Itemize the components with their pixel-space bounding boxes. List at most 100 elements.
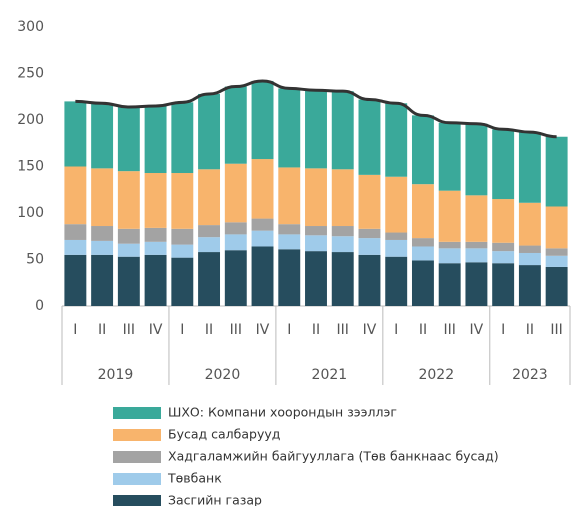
bar-segment	[305, 226, 327, 236]
bar-segment	[305, 168, 327, 227]
legend-label: ШХО: Компани хоорондын зээллэг	[168, 405, 397, 420]
y-tick-label: 50	[26, 252, 44, 268]
bar-segment	[64, 254, 87, 306]
bar-segment	[91, 168, 114, 227]
legend-swatch	[113, 429, 161, 441]
bar-segment	[411, 184, 434, 239]
bar-segment	[358, 254, 381, 306]
x-tick-label: IV	[363, 322, 377, 338]
legend-label: Засгийн газар	[168, 493, 262, 507]
bar-segment	[278, 88, 301, 168]
bar-segment	[492, 263, 515, 306]
bar-segment	[438, 248, 461, 264]
bar-segment	[492, 129, 515, 200]
legend-swatch	[113, 407, 161, 419]
bar-segment	[465, 248, 488, 263]
x-group-label: 2022	[418, 367, 454, 383]
bar-segment	[117, 171, 140, 229]
y-tick-label: 250	[17, 66, 44, 82]
bar-segment	[171, 257, 194, 306]
bar-segment	[171, 244, 194, 258]
x-tick-label: II	[526, 322, 534, 338]
legend-swatch	[113, 451, 161, 463]
bar-segment	[91, 103, 114, 169]
bar-segment	[518, 132, 541, 203]
y-tick-label: 300	[17, 19, 44, 35]
bar-segment	[331, 252, 354, 306]
x-tick-label: III	[123, 322, 135, 338]
bar-segment	[358, 238, 381, 255]
bar-segment	[305, 251, 327, 306]
bar-segment	[358, 99, 381, 175]
x-tick-label: II	[312, 322, 320, 338]
legend-swatch	[113, 473, 161, 485]
bar-segment	[224, 86, 247, 164]
bar-segment	[545, 206, 568, 249]
bar-segment	[251, 159, 274, 219]
x-tick-label: I	[501, 322, 505, 338]
bar-segment	[545, 136, 568, 207]
bar-segment	[117, 228, 140, 244]
bar-segment	[438, 122, 461, 191]
bar-segment	[331, 91, 354, 170]
x-tick-label: IV	[256, 322, 270, 338]
bar-segment	[144, 173, 167, 228]
legend-label: Бусад салбарууд	[168, 427, 280, 442]
bar-segment	[171, 102, 194, 174]
bar-segment	[64, 101, 87, 167]
bar-segment	[144, 106, 167, 174]
x-tick-label: III	[550, 322, 562, 338]
x-group-label: 2021	[312, 367, 348, 383]
bar-segment	[224, 222, 247, 235]
x-tick-label: IV	[470, 322, 484, 338]
bar-segment	[144, 254, 167, 306]
bar-segment	[305, 90, 327, 169]
bar-segment	[198, 93, 221, 170]
x-tick-label: IV	[149, 322, 163, 338]
bar-segment	[358, 228, 381, 239]
bar-segment	[465, 123, 488, 196]
bar-segment	[385, 232, 408, 240]
bar-segment	[198, 169, 221, 226]
bar-segment	[64, 239, 87, 255]
legend-label: Хадгаламжийн байгууллага (Төв банкнаас б…	[168, 449, 499, 464]
bar-segment	[117, 106, 140, 172]
bar-segment	[305, 235, 327, 252]
bar-segment	[278, 167, 301, 225]
bar-segment	[251, 230, 274, 247]
x-tick-label: II	[205, 322, 213, 338]
bar-segment	[171, 228, 194, 245]
bar-segment	[144, 227, 167, 242]
bar-segment	[411, 246, 434, 261]
bar-segment	[91, 240, 114, 255]
bar-segment	[64, 166, 87, 225]
bar-segment	[518, 202, 541, 246]
bar-segment	[385, 239, 408, 257]
x-tick-label: I	[287, 322, 291, 338]
bar-segment	[492, 251, 515, 264]
bar-segment	[331, 169, 354, 227]
bar-segment	[251, 218, 274, 231]
bar-segment	[224, 250, 247, 306]
bar-segment	[91, 254, 114, 306]
legend-label: Төвбанк	[167, 471, 222, 486]
bar-segment	[411, 238, 434, 247]
y-tick-label: 100	[17, 205, 44, 221]
bar-segment	[492, 242, 515, 252]
x-tick-label: II	[419, 322, 427, 338]
bar-segment	[492, 199, 515, 243]
bar-segment	[438, 190, 461, 242]
bar-segment	[545, 248, 568, 256]
x-tick-label: III	[337, 322, 349, 338]
bar-segment	[198, 237, 221, 253]
legend-swatch	[113, 495, 161, 507]
x-tick-label: I	[73, 322, 77, 338]
bar-segment	[518, 245, 541, 253]
bar-segment	[144, 241, 167, 255]
bar-segment	[224, 163, 247, 223]
bar-segment	[518, 252, 541, 266]
bar-segment	[465, 262, 488, 306]
bar-segment	[385, 176, 408, 233]
bar-segment	[278, 234, 301, 250]
bar-segment	[171, 173, 194, 229]
